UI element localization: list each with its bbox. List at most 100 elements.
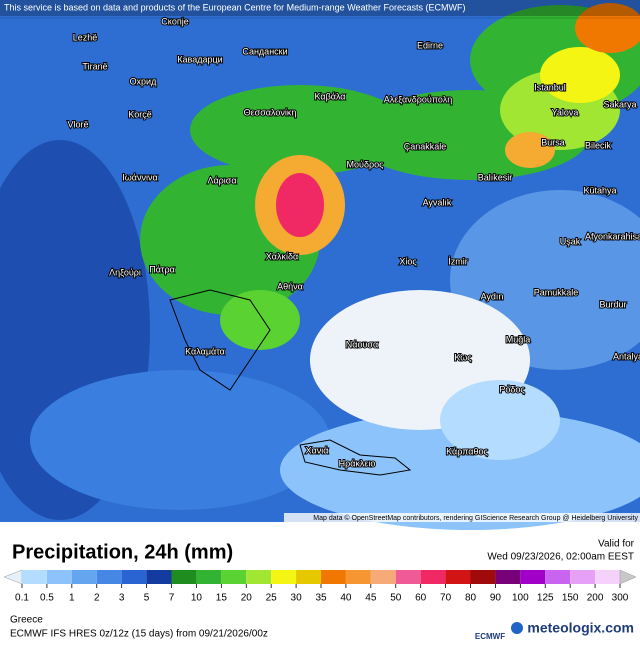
place-label: Αλεξανδρούπολη — [384, 94, 452, 104]
brand-left: ECMWF — [475, 632, 505, 641]
place-label: Νάουσα — [346, 339, 378, 349]
scale-tick-label: 60 — [415, 593, 427, 604]
scale-segment — [121, 570, 147, 584]
place-label: Uşak — [560, 236, 581, 246]
place-label: Ηράκλειο — [339, 458, 376, 468]
scale-tick-label: 10 — [191, 593, 203, 604]
scale-tick-label: 80 — [465, 593, 477, 604]
scale-segment — [395, 570, 421, 584]
scale-tick-label: 7 — [169, 593, 175, 604]
scale-segment — [345, 570, 371, 584]
place-label: İzmir — [448, 256, 468, 266]
place-label: Çanakkale — [404, 141, 447, 151]
place-label: Tiranë — [82, 61, 107, 71]
scale-segment — [296, 570, 321, 584]
region: Greece — [10, 615, 43, 626]
precip-area — [30, 370, 330, 510]
place-label: Balıkesir — [478, 172, 513, 182]
place-label: Μούδρος — [347, 159, 385, 169]
scale-segment — [146, 570, 172, 584]
place-label: Καβάλα — [314, 91, 345, 101]
precip-area — [575, 3, 640, 53]
place-label: Kütahya — [583, 185, 616, 195]
notice-background — [0, 0, 640, 16]
scale-tick-label: 1 — [69, 593, 75, 604]
scale-tick-label: 90 — [490, 593, 502, 604]
place-label: Сандански — [242, 46, 287, 56]
color-scale: 0.1 0.5 1 2 3 5 7 10 15 20 25 30 35 40 45 50 60 70 80 90 100… — [3, 569, 637, 604]
attribution: Map data © OpenStreetMap contributors, r… — [313, 514, 638, 522]
scale-tick-label: 20 — [241, 593, 253, 604]
scale-segment — [445, 570, 471, 584]
scale-segment — [420, 570, 446, 584]
place-label: Ρόδος — [499, 384, 525, 394]
legend-title: Precipitation, 24h (mm) — [12, 541, 233, 563]
attribution-background — [284, 513, 640, 522]
place-label: Ληξούρι — [109, 267, 141, 277]
place-label: Afyonkarahisar — [585, 231, 640, 241]
place-label: Antalya — [613, 351, 640, 361]
place-label: Aydın — [481, 291, 504, 301]
place-label: Bilecik — [585, 140, 612, 150]
scale-segment — [171, 570, 197, 584]
valid-label: Valid for — [598, 539, 635, 550]
below-arrow — [3, 569, 23, 585]
scale-tick-label: 70 — [440, 593, 452, 604]
coastline — [299, 439, 412, 476]
place-label: Lezhë — [73, 32, 98, 42]
place-label: Χίος — [399, 256, 417, 266]
precip-area — [190, 85, 410, 175]
valid-time: Wed 09/23/2026, 02:00am EEST — [487, 552, 634, 563]
place-label: Bursa — [541, 137, 565, 147]
scale-segment — [595, 570, 620, 584]
scale-tick-label: 15 — [216, 593, 228, 604]
scale-segment — [321, 570, 346, 584]
scale-segment — [271, 570, 297, 584]
brand-right: meteologix.com — [527, 620, 634, 636]
scale-tick-label: 35 — [315, 593, 327, 604]
scale-tick-label: 2 — [94, 593, 100, 604]
place-label: Pamukkale — [534, 287, 579, 297]
place-label: Καλαμάτα — [185, 346, 225, 356]
place-label: Muğla — [506, 334, 531, 344]
scale-tick-label: 30 — [291, 593, 303, 604]
place-label: Κως — [454, 352, 472, 362]
scale-segment — [545, 570, 571, 584]
place-label: Χαλκίδα — [266, 251, 298, 261]
map: This service is based on data and produc… — [0, 0, 640, 530]
scale-tick-label: 0.5 — [40, 593, 54, 604]
precip-area — [505, 132, 555, 168]
scale-tick-label: 125 — [537, 593, 554, 604]
precip-area — [276, 173, 324, 237]
scale-tick-label: 100 — [512, 593, 529, 604]
place-label: Χανιά — [306, 445, 329, 455]
scale-tick-label: 300 — [612, 593, 629, 604]
scale-segment — [46, 570, 72, 584]
precip-area — [540, 47, 620, 103]
scale-tick-label: 25 — [266, 593, 278, 604]
scale-segment — [221, 570, 247, 584]
place-label: Korçë — [128, 109, 152, 119]
place-label: Охрид — [130, 76, 157, 86]
place-label: Αθήνα — [277, 281, 303, 291]
brand-icon — [511, 622, 523, 634]
place-label: Sakarya — [603, 99, 636, 109]
scale-segment — [196, 570, 222, 584]
notice: This service is based on data and produc… — [4, 2, 466, 12]
scale-segment — [470, 570, 496, 584]
model: ECMWF IFS HRES 0z/12z (15 days) from 09/… — [10, 629, 268, 640]
scale-segment — [246, 570, 272, 584]
place-label: Λάρισα — [207, 175, 236, 185]
scale-segment — [370, 570, 396, 584]
scale-segment — [22, 570, 47, 584]
scale-tick-label: 40 — [340, 593, 352, 604]
scale-segment — [570, 570, 596, 584]
scale-tick-label: 3 — [119, 593, 125, 604]
scale-tick-label: 45 — [365, 593, 377, 604]
scale-tick-label: 0.1 — [15, 593, 29, 604]
places: Скопје Lezhë Tiranë Кавадарци Сандански Edirn… — [66, 15, 640, 469]
place-label: Istanbul — [534, 82, 566, 92]
place-label: Ιωάννινα — [122, 172, 157, 182]
scale-segment — [495, 570, 521, 584]
